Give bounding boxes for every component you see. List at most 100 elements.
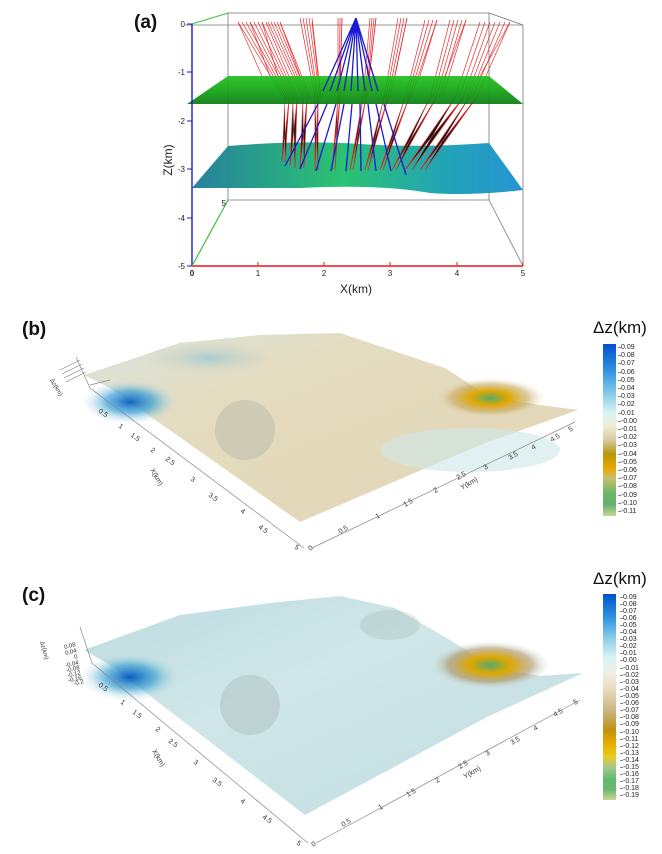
colorbar-tick-label: -0.05 (618, 458, 637, 466)
svg-text:0.5: 0.5 (97, 408, 109, 419)
x-tick-label: 4 (455, 269, 460, 278)
svg-text:0: 0 (308, 545, 315, 553)
colorbar-tick-label: -0.17 (620, 778, 639, 786)
svg-text:-0.04: -0.04 (65, 660, 80, 670)
svg-text:5: 5 (573, 699, 580, 707)
z-tick-label: -4 (178, 214, 186, 223)
colorbar-tick-label: -0.14 (620, 756, 639, 764)
colorbar-gradient-c (603, 594, 616, 800)
svg-text:5: 5 (293, 544, 300, 552)
svg-text:0.04: 0.04 (65, 648, 78, 657)
svg-text:0.5: 0.5 (341, 818, 353, 829)
blue-rays (284, 17, 407, 176)
colorbar-tick-label: -0.00 (618, 417, 637, 425)
surface-b (84, 333, 578, 522)
svg-text:2.5: 2.5 (456, 471, 468, 482)
colorbar-b: Δz(km) 0.09 0.08 0.07 0.06 0.05 0.04 0.03 0.02 0… (590, 300, 662, 565)
colorbar-tick-label: -0.02 (620, 671, 639, 679)
x-tick-label: 0 (190, 269, 195, 278)
svg-text:1.5: 1.5 (131, 709, 143, 720)
interface-layer-2 (192, 142, 523, 194)
colorbar-tick-label: 0.05 (620, 621, 637, 629)
colorbar-tick-label: 0.02 (620, 643, 637, 651)
red-rays (237, 17, 511, 171)
svg-text:1: 1 (117, 423, 124, 431)
svg-text:2: 2 (154, 726, 161, 734)
svg-text:4.5: 4.5 (261, 814, 273, 825)
svg-text:2.5: 2.5 (164, 456, 176, 467)
z-ticks (187, 23, 192, 267)
z-axis-label: Z(km) (161, 144, 175, 175)
colorbar-tick-label: 0.05 (618, 376, 635, 384)
z-tick-label: -3 (178, 165, 186, 174)
colorbar-tick-label: 0.02 (618, 401, 635, 409)
colorbar-tick-label: 0.06 (618, 368, 635, 376)
svg-text:0: 0 (311, 841, 318, 849)
colorbar-tick-label: -0.11 (619, 735, 639, 743)
x-tick-label: 3 (388, 269, 393, 278)
colorbar-tick-label: -0.10 (620, 728, 639, 736)
colorbar-tick-label: -0.09 (620, 721, 639, 729)
colorbar-tick-label: -0.13 (620, 749, 639, 757)
x-axis-label-b: X(km) (148, 468, 163, 488)
svg-text:4.5: 4.5 (550, 433, 562, 444)
colorbar-c: Δz(km) 0.09 0.08 0.07 0.06 0.05 0.04 0.03 0.02 0… (590, 565, 662, 854)
colorbar-tick-label: -0.04 (618, 450, 637, 458)
z-tick-label: -1 (178, 68, 186, 77)
svg-text:4: 4 (239, 798, 246, 806)
svg-text:2: 2 (435, 777, 442, 785)
z-axis-label-b: Δz(km) (48, 378, 63, 397)
svg-text:4.5: 4.5 (553, 708, 565, 719)
panel-c-label: (c) (22, 585, 46, 606)
svg-text:5: 5 (568, 426, 575, 434)
svg-text:4: 4 (531, 444, 538, 452)
svg-text:-0.16: -0.16 (68, 675, 83, 685)
colorbar-tick-label: -0.03 (618, 442, 637, 450)
surface-c (84, 596, 583, 815)
colorbar-tick-label: -0.19 (620, 792, 639, 800)
svg-text:3.5: 3.5 (207, 492, 219, 503)
z-axis-label-c: Δz(km) (38, 641, 49, 661)
svg-text:2: 2 (433, 487, 440, 495)
x-tick-label: 1 (256, 269, 261, 278)
colorbar-tick-label: -0.10 (618, 499, 637, 507)
svg-text:0.08: 0.08 (64, 642, 77, 651)
colorbar-tick-label: -0.06 (618, 466, 637, 474)
svg-text:1: 1 (119, 699, 126, 707)
svg-text:5: 5 (295, 840, 302, 848)
svg-text:0.5: 0.5 (97, 682, 109, 693)
colorbar-tick-label: -0.15 (620, 764, 639, 772)
z-axis-b (75, 356, 91, 389)
colorbar-tick-label: -0.16 (620, 771, 639, 779)
svg-text:1.5: 1.5 (403, 498, 415, 509)
panel-a: (a) (0, 0, 662, 300)
colorbar-tick-label: 0.08 (620, 600, 637, 608)
svg-text:2: 2 (149, 447, 156, 455)
x-tick-label: 2 (322, 269, 327, 278)
svg-text:3: 3 (485, 750, 492, 758)
surface-plot-c: 0.5 1 1.5 2 2.5 3 3.5 4 4.5 5 X(km) 0 0.… (38, 596, 583, 849)
svg-text:1: 1 (375, 513, 382, 521)
colorbar-tick-label: -0.09 (618, 491, 637, 499)
svg-text:-0.2: -0.2 (73, 679, 85, 688)
colorbar-title-b: Δz(km) (593, 318, 647, 337)
colorbar-tick-label: 0.00 (620, 657, 637, 665)
svg-text:1.5: 1.5 (129, 432, 141, 443)
x-axis-b (89, 379, 305, 549)
svg-text:1: 1 (378, 804, 385, 812)
colorbar-tick-label: -0.12 (620, 742, 639, 750)
surface-plot-b: 0.5 1 1.5 2 2.5 3 3.5 4 4.5 5 X(km) 0 0.… (48, 333, 578, 553)
colorbar-tick-label: -0.08 (620, 714, 639, 722)
colorbar-tick-label: 0.01 (620, 650, 637, 658)
svg-text:1.5: 1.5 (406, 788, 418, 799)
svg-text:2.5: 2.5 (458, 760, 470, 771)
svg-text:4.5: 4.5 (257, 524, 269, 535)
z-tick-label: -5 (178, 262, 186, 271)
svg-text:3.5: 3.5 (211, 777, 223, 788)
colorbar-tick-label: 0.04 (618, 385, 635, 393)
svg-text:2.5: 2.5 (167, 738, 179, 749)
svg-text:3.5: 3.5 (508, 451, 520, 462)
panel-b-label: (b) (22, 319, 47, 340)
y-tick-label: 5 (222, 199, 227, 208)
colorbar-gradient-b (603, 344, 616, 516)
